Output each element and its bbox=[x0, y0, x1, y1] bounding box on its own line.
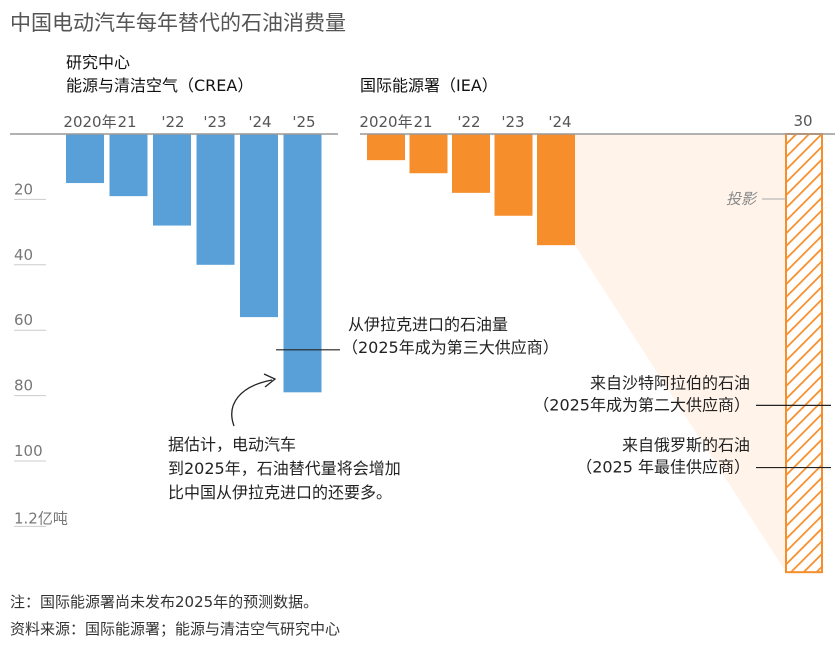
x-ticks: 2020年 21'22'23'24'25 2020年 21'22'23'24 bbox=[63, 113, 571, 131]
y-unit-label: 1.2亿吨 bbox=[14, 509, 68, 527]
x-tick-label: 21 bbox=[413, 113, 432, 131]
bar bbox=[537, 134, 575, 246]
bar bbox=[452, 134, 490, 193]
x-tick-label: 2020年 bbox=[359, 113, 412, 131]
x-tick-label: 21 bbox=[117, 113, 136, 131]
bar bbox=[240, 134, 278, 318]
callout-arrow bbox=[231, 379, 273, 427]
x-tick-label: '22 bbox=[161, 113, 184, 131]
iraq-label-line1: 从伊拉克进口的石油量 bbox=[348, 315, 508, 334]
y-tick-label: 20 bbox=[14, 180, 33, 198]
y-tick-label: 100 bbox=[14, 442, 43, 460]
callout-arrowhead bbox=[263, 373, 277, 388]
saudi-label-line2: （2025年成为第二大供应商） bbox=[533, 395, 750, 414]
x-tick-label: '25 bbox=[292, 113, 315, 131]
footnote: 注：国际能源署尚未发布2025年的预测数据。 bbox=[10, 593, 318, 611]
bar bbox=[409, 134, 448, 174]
chart-title: 中国电动汽车每年替代的石油消费量 bbox=[10, 11, 346, 35]
x-tick-label: '24 bbox=[548, 113, 571, 131]
projection-year-label: 30 bbox=[793, 112, 812, 130]
x-tick-label: '23 bbox=[203, 113, 226, 131]
y-axis: 20 40 60 80 100 1.2亿吨 bbox=[14, 180, 68, 527]
x-tick-label: '23 bbox=[501, 113, 524, 131]
x-tick-label: 2020年 bbox=[63, 113, 116, 131]
projection-annotation: 投影 bbox=[726, 190, 758, 208]
russia-label-line2: （2025 年最佳供应商） bbox=[576, 458, 750, 477]
bar bbox=[283, 134, 322, 393]
russia-label-line1: 来自俄罗斯的石油 bbox=[622, 436, 750, 455]
bar bbox=[109, 134, 148, 197]
callout-line3: 比中国从伊拉克进口的还要多。 bbox=[168, 483, 392, 502]
y-tick-label: 80 bbox=[14, 377, 33, 395]
crea-label-line1: 研究中心 bbox=[66, 53, 130, 72]
bar bbox=[153, 134, 191, 226]
x-tick-label: '22 bbox=[457, 113, 480, 131]
projection-band bbox=[575, 134, 786, 573]
source-note: 资料来源：国际能源署；能源与清洁空气研究中心 bbox=[10, 620, 340, 638]
projection-bar bbox=[785, 133, 823, 574]
crea-label-line2: 能源与清洁空气（CREA） bbox=[66, 76, 253, 95]
bar bbox=[367, 134, 405, 161]
iraq-label-line2: （2025年成为第三大供应商） bbox=[342, 338, 559, 357]
bar bbox=[196, 134, 235, 265]
bar bbox=[494, 134, 533, 216]
x-tick-label: '24 bbox=[248, 113, 271, 131]
saudi-label-line1: 来自沙特阿拉伯的石油 bbox=[590, 373, 750, 392]
callout-line1: 据估计，电动汽车 bbox=[168, 435, 296, 454]
crea-bars bbox=[66, 134, 322, 393]
iea-bars bbox=[367, 134, 575, 246]
bar bbox=[66, 134, 104, 184]
y-tick-label: 40 bbox=[14, 246, 33, 264]
iea-label: 国际能源署（IEA） bbox=[360, 76, 498, 95]
y-tick-label: 60 bbox=[14, 311, 33, 329]
callout-line2: 到2025年，石油替代量将会增加 bbox=[168, 459, 401, 478]
